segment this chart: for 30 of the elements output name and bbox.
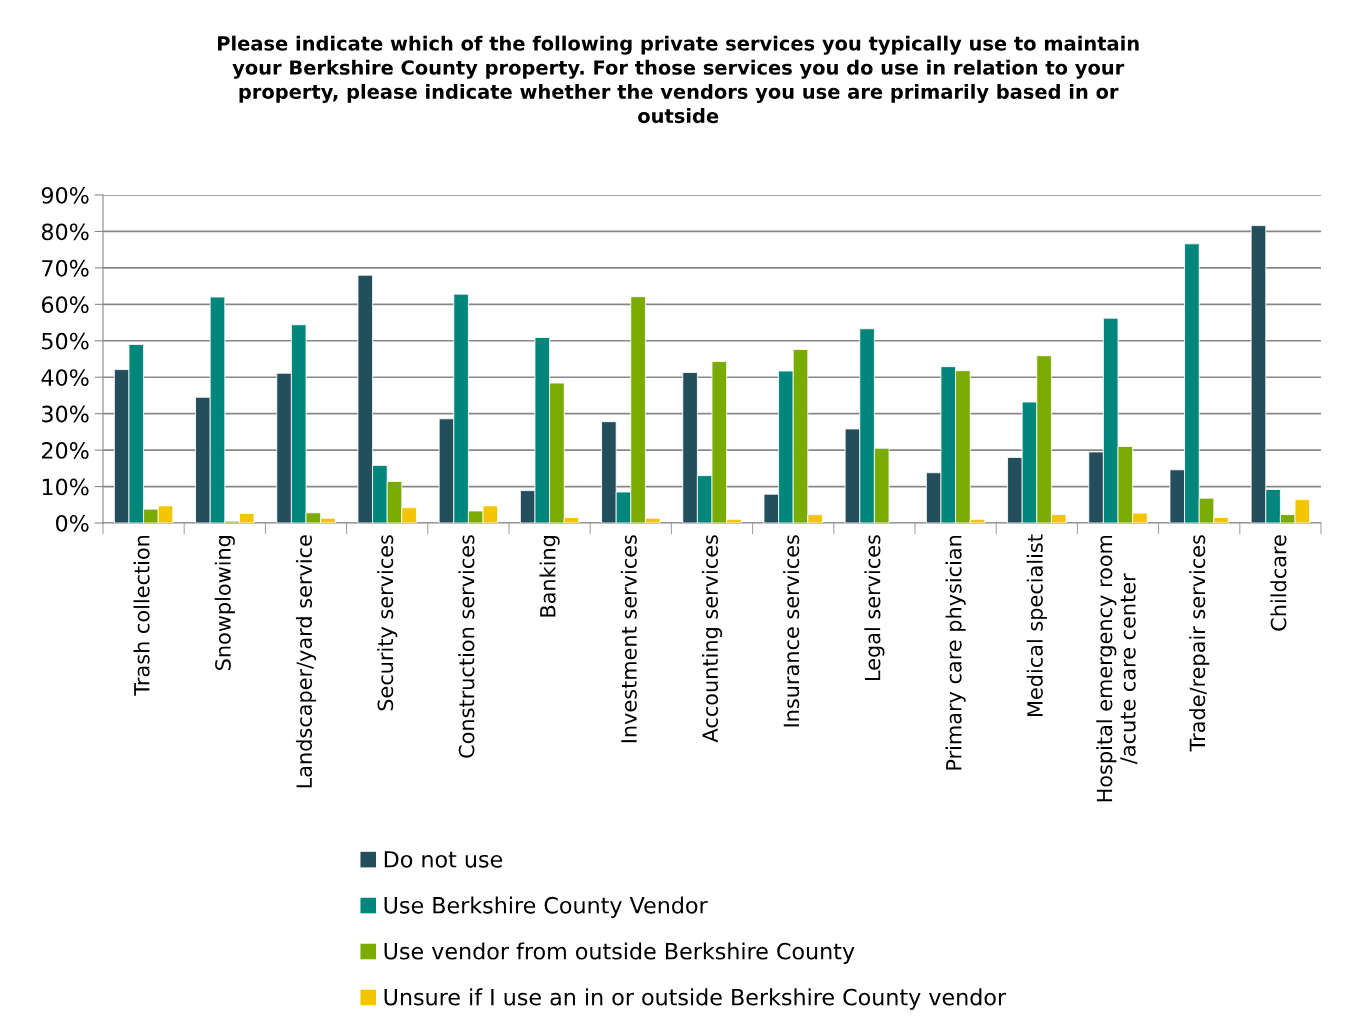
x-tick-label: Landscaper/yard service [295, 535, 317, 788]
y-tick-label: 50% [42, 332, 89, 350]
x-tick-label: Primary care physician [945, 535, 966, 770]
legend-label: Do not use [384, 851, 503, 868]
y-tick-label: 20% [42, 442, 89, 459]
x-tick-label: Snowplowing [214, 536, 235, 670]
x-tick-label: Trash collection [133, 535, 150, 696]
y-tick-label: 30% [42, 405, 89, 423]
legend-label: Use Berkshire County Vendor [384, 896, 708, 918]
x-tick-label: Investment services [620, 535, 637, 743]
x-tick-label: Medical specialist [1026, 534, 1047, 717]
legend-label: Use vendor from outside Berkshire County [384, 942, 855, 964]
x-tick-label: Accounting services [701, 535, 723, 743]
x-tick-label: Construction services [458, 535, 475, 758]
legend-label: Unsure if I use an in or outside Berkshire County vendor [384, 988, 1007, 1010]
x-tick-label: Security services [377, 535, 398, 711]
x-tick-label: Banking [539, 536, 560, 617]
x-tick-label: Childcare [1270, 535, 1287, 631]
y-tick-label: 70% [42, 259, 89, 277]
y-tick-label: 40% [41, 369, 89, 386]
y-tick-label: 60% [41, 296, 89, 314]
x-tick-label: Hospital emergency room /acute care center [1096, 535, 1138, 802]
y-tick-label: 80% [41, 223, 89, 241]
x-tick-label: Trade/repair services [1189, 535, 1210, 752]
x-tick-label: Legal services [864, 535, 885, 681]
x-tick-label: Insurance services [783, 535, 800, 727]
y-tick-label: 10% [42, 478, 89, 496]
y-tick-label: 90% [41, 186, 89, 204]
chart-title: Please indicate which of the following private services you typically use to maintain your Berkshire County property. For those services you do use in relation to your property, please indicate whether the vendors you use are primarily based in or outside [218, 35, 1139, 124]
y-tick-label: 0% [56, 514, 89, 532]
